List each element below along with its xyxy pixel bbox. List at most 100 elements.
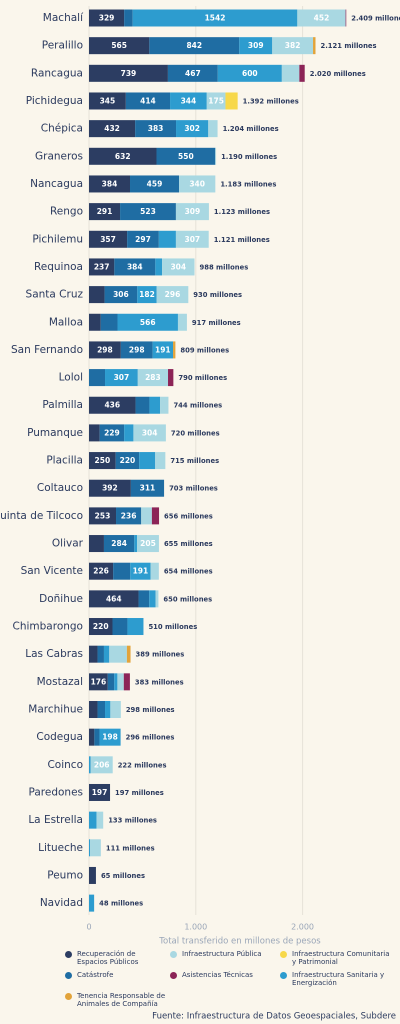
segment-label: 384 bbox=[102, 179, 118, 188]
bar-segment bbox=[112, 618, 128, 636]
total-label: 1.121 millones bbox=[214, 236, 270, 244]
bar-segment bbox=[215, 147, 217, 165]
total-label: 1.204 millones bbox=[223, 125, 279, 133]
total-label: 1.392 millones bbox=[243, 97, 299, 105]
bar-segment bbox=[89, 452, 116, 470]
category-label: Machalí bbox=[43, 12, 84, 24]
segment-label: 345 bbox=[100, 96, 116, 105]
category-label: Mostazal bbox=[37, 676, 83, 688]
bar-segment bbox=[150, 562, 159, 580]
segment-label: 296 bbox=[165, 290, 181, 299]
bar-segment bbox=[177, 313, 187, 331]
category-label: San Vicente bbox=[21, 565, 83, 577]
legend-item: Infraestructura Comunitaria y Patrimonia… bbox=[277, 950, 392, 967]
legend-item: Tenencia Responsable de Animales de Comp… bbox=[62, 992, 167, 1009]
category-label: Marchihue bbox=[28, 704, 83, 716]
bar-segment bbox=[137, 286, 157, 304]
bar-segment bbox=[110, 701, 121, 718]
bar-segment bbox=[135, 120, 177, 138]
bar-segment bbox=[124, 424, 134, 442]
segment-label: 304 bbox=[142, 428, 158, 437]
bar-segment bbox=[89, 286, 105, 304]
segment-label: 309 bbox=[185, 207, 201, 216]
bar-segment bbox=[89, 866, 96, 884]
bar-segment bbox=[105, 701, 111, 718]
category-label: Litueche bbox=[38, 842, 83, 854]
segment-label: 175 bbox=[208, 96, 224, 105]
category-label: Requinoa bbox=[34, 261, 83, 273]
category-label: Navidad bbox=[40, 897, 83, 909]
category-label: Coinco bbox=[47, 759, 83, 771]
segment-label: 739 bbox=[121, 69, 137, 78]
segment-label: 237 bbox=[94, 262, 110, 271]
segment-label: 250 bbox=[95, 456, 111, 465]
total-label: 790 millones bbox=[178, 374, 227, 382]
bar-segment bbox=[158, 230, 176, 248]
bar-segment bbox=[105, 369, 138, 387]
legend-swatch bbox=[170, 951, 177, 958]
total-label: 383 millones bbox=[135, 678, 184, 686]
bar-segment bbox=[100, 313, 118, 331]
bar-segment bbox=[89, 64, 168, 82]
bar-segment bbox=[89, 839, 91, 857]
bar-segment bbox=[127, 618, 144, 636]
segment-label: 291 bbox=[97, 207, 113, 216]
segment-label: 226 bbox=[93, 567, 109, 576]
bar-segment bbox=[217, 64, 282, 82]
segment-label: 176 bbox=[91, 677, 107, 686]
legend-item: Infraestructura Pública bbox=[167, 950, 277, 967]
total-label: 1.190 millones bbox=[221, 153, 277, 161]
legend-swatch bbox=[170, 972, 177, 979]
segment-label: 523 bbox=[140, 207, 156, 216]
segment-label: 220 bbox=[120, 456, 136, 465]
bar-segment bbox=[89, 369, 106, 387]
total-label: 298 millones bbox=[126, 706, 175, 714]
x-tick-label: 2.000 bbox=[291, 923, 314, 932]
bar-segment bbox=[89, 92, 126, 110]
bar-segment bbox=[175, 203, 209, 221]
total-label: 133 millones bbox=[108, 817, 157, 825]
total-label: 222 millones bbox=[118, 761, 167, 769]
segment-label: 464 bbox=[106, 594, 122, 603]
bar-segment bbox=[99, 728, 121, 746]
segment-label: 382 bbox=[285, 41, 301, 50]
bar-segment bbox=[104, 286, 138, 304]
bar-segment bbox=[138, 590, 150, 608]
bar-segment bbox=[137, 369, 169, 387]
segment-label: 236 bbox=[121, 511, 137, 520]
segment-label: 298 bbox=[129, 345, 145, 354]
segment-label: 550 bbox=[178, 152, 194, 161]
bar-segment bbox=[89, 479, 131, 497]
segment-label: 229 bbox=[104, 428, 120, 437]
segment-label: 306 bbox=[113, 290, 129, 299]
legend-label: Tenencia Responsable de Animales de Comp… bbox=[77, 992, 166, 1008]
legend: Recuperación de Espacios Públicos Infraes… bbox=[62, 950, 398, 1009]
legend-label: Infraestructura Comunitaria y Patrimonia… bbox=[292, 950, 390, 966]
total-label: 809 millones bbox=[180, 346, 229, 354]
total-label: 720 millones bbox=[171, 429, 220, 437]
bar-segment bbox=[89, 728, 95, 746]
bar-segment bbox=[89, 783, 111, 801]
segment-label: 302 bbox=[184, 124, 200, 133]
bar-segment bbox=[90, 839, 101, 857]
category-label: La Estrella bbox=[28, 814, 83, 826]
category-label: Quinta de Tilcoco bbox=[0, 510, 83, 522]
legend-label: Catástrofe bbox=[77, 971, 114, 979]
total-label: 296 millones bbox=[126, 734, 175, 742]
total-label: 703 millones bbox=[169, 485, 218, 493]
category-label: Graneros bbox=[35, 150, 83, 162]
bar-segment bbox=[208, 120, 218, 138]
segment-label: 566 bbox=[140, 318, 156, 327]
source: Fuente: Infraestructura de Datos Geoespa… bbox=[152, 1012, 396, 1022]
total-label: 1.183 millones bbox=[220, 180, 276, 188]
bar-segment bbox=[97, 701, 106, 718]
category-label: Pichidegua bbox=[26, 95, 83, 107]
bar-segment bbox=[281, 64, 300, 82]
bar-segment bbox=[123, 673, 130, 691]
bar-segment bbox=[89, 147, 157, 165]
segment-label: 205 bbox=[140, 539, 156, 548]
segment-label: 283 bbox=[145, 373, 161, 382]
segment-label: 1542 bbox=[205, 14, 226, 23]
total-label: 917 millones bbox=[192, 319, 241, 327]
